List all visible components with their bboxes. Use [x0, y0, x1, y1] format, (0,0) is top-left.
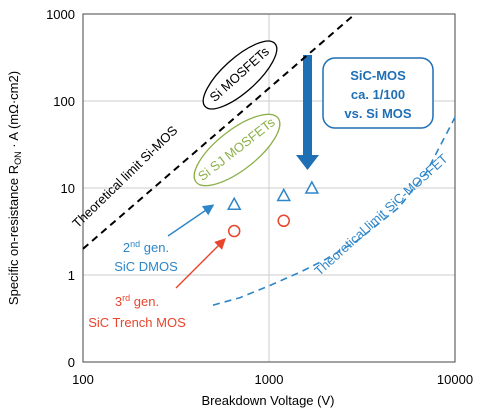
triangle-marker: [226, 196, 242, 211]
annotation: 2nd gen.: [123, 239, 169, 255]
callout-text: SiC-MOS: [350, 68, 406, 83]
annotation: SiC Trench MOS: [88, 315, 186, 330]
pointer: [175, 238, 226, 289]
x-tick-label: 100: [72, 372, 94, 387]
big-arrow-head: [296, 155, 319, 170]
plot-frame: [82, 13, 456, 363]
pointer: [167, 204, 215, 237]
big-arrow: [303, 55, 312, 155]
annotation: 3rd gen.: [115, 293, 159, 309]
callout-text: vs. Si MOS: [344, 106, 412, 121]
callout-box: [322, 57, 434, 129]
x-tick-label: 10000: [437, 372, 473, 387]
y-tick-label: 1: [68, 268, 75, 283]
annotation: SiC DMOS: [114, 259, 178, 274]
y-tick-label: 100: [53, 94, 75, 109]
y-tick-label: 10: [61, 181, 75, 196]
triangle-marker: [276, 187, 291, 202]
limit-line: [212, 116, 456, 306]
line-label: Theoretical limit Si-MOS: [69, 122, 180, 230]
y-tick-label: 0: [68, 355, 75, 370]
x-tick-label: 1000: [255, 372, 284, 387]
circle-marker: [277, 214, 290, 228]
triangle-marker: [304, 180, 320, 194]
y-axis-title: Specific on-resistance RON · A (mΩ·cm2): [6, 71, 23, 305]
limit-line: [82, 13, 356, 250]
ellipse: [193, 113, 281, 187]
circle-marker: [227, 224, 241, 238]
x-axis-title: Breakdown Voltage (V): [202, 393, 335, 408]
ellipse: [202, 40, 278, 110]
y-tick-label: 1000: [46, 7, 75, 22]
callout-text: ca. 1/100: [351, 87, 405, 102]
line-label: Theoretical limit SiC-MOSFET: [311, 151, 450, 279]
